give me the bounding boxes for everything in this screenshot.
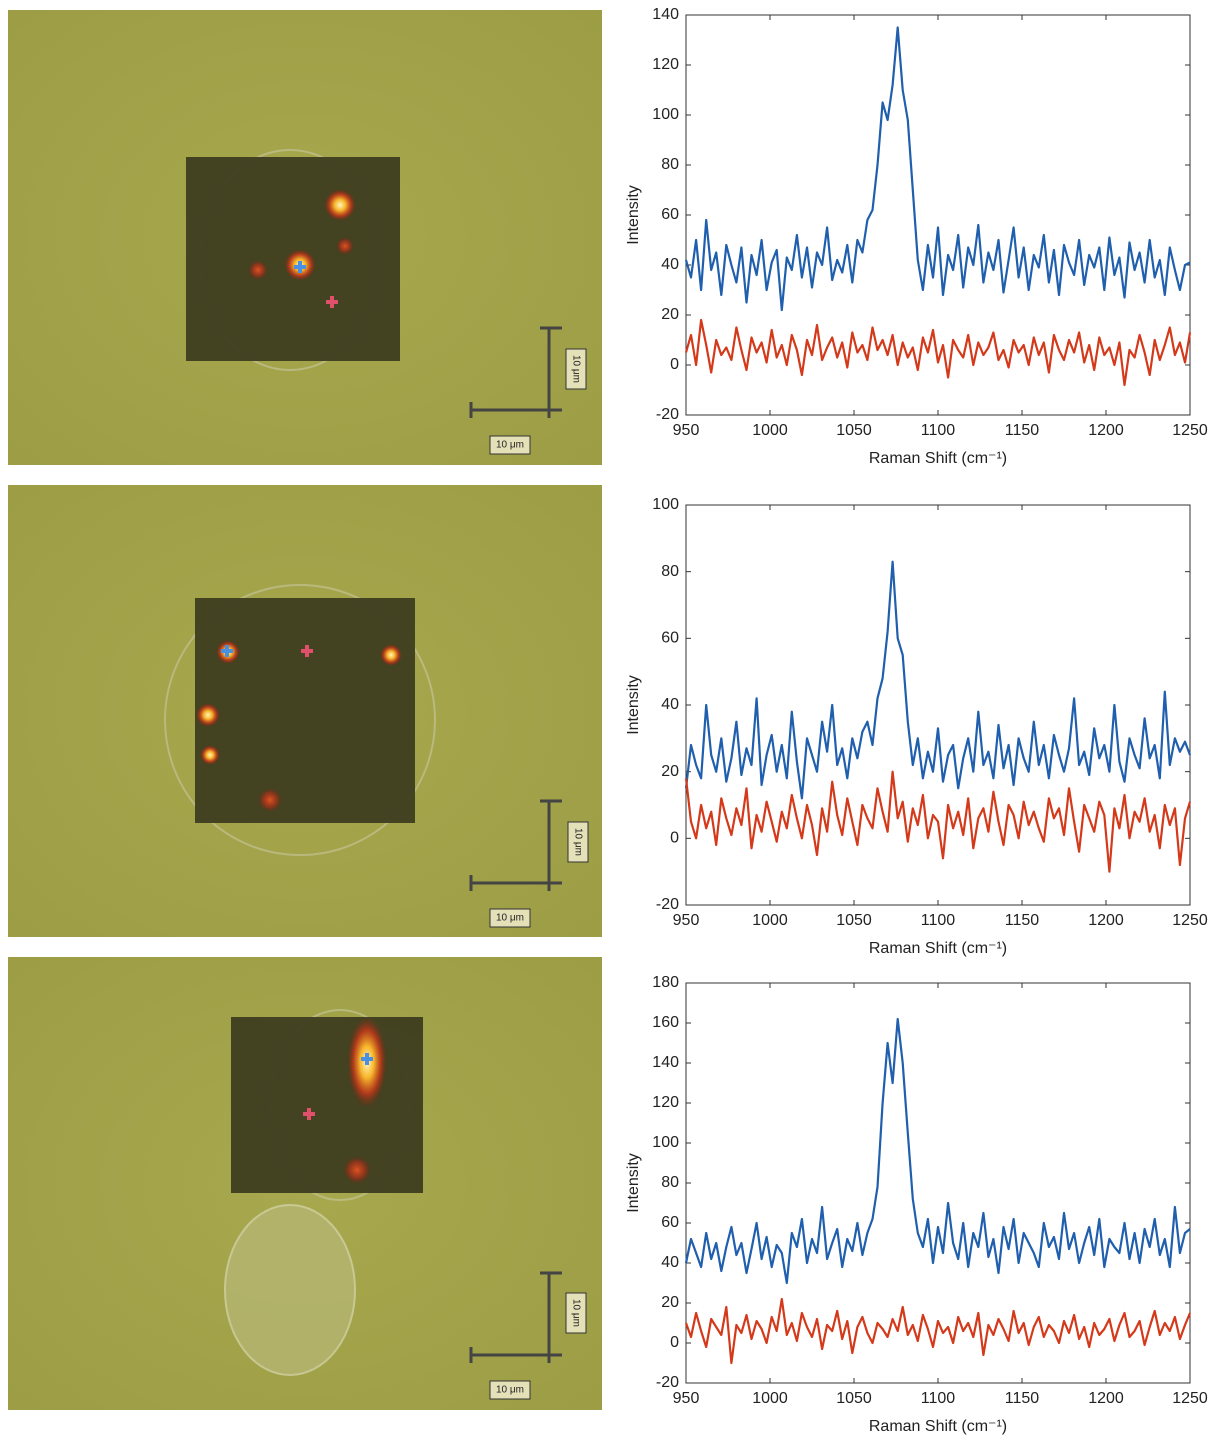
scale-label: 10 μm xyxy=(496,440,524,451)
x-tick-label: 1200 xyxy=(1088,1390,1124,1407)
x-tick-label: 1100 xyxy=(921,1390,956,1407)
x-tick-label: 1100 xyxy=(921,422,956,439)
series-line xyxy=(684,560,1192,800)
y-tick-label: 0 xyxy=(670,1334,679,1351)
y-axis-label: Intensity xyxy=(625,185,642,245)
y-tick-label: -20 xyxy=(656,1374,679,1391)
series-line xyxy=(684,770,1192,873)
scale-label: 10 μm xyxy=(496,913,524,924)
y-tick-label: -20 xyxy=(656,896,679,913)
y-tick-label: 40 xyxy=(661,256,679,273)
series-line xyxy=(684,26,1191,312)
y-tick-label: 80 xyxy=(661,156,679,173)
y-tick-label: 0 xyxy=(670,356,679,373)
blue-cross xyxy=(221,645,233,657)
y-tick-label: 0 xyxy=(670,830,679,847)
x-tick-label: 1150 xyxy=(1005,912,1040,929)
scale-label: 10 μm xyxy=(570,1299,581,1327)
x-tick-label: 1250 xyxy=(1172,422,1208,439)
hotspot xyxy=(336,237,354,255)
y-tick-label: 160 xyxy=(652,1014,679,1031)
y-tick-label: 60 xyxy=(661,1214,679,1231)
scale-bar xyxy=(469,1271,562,1363)
scale-bar xyxy=(469,799,562,891)
y-axis-label: Intensity xyxy=(625,675,642,735)
x-axis-label: Raman Shift (cm⁻¹) xyxy=(869,940,1007,957)
scale-label: 10 μm xyxy=(572,828,583,856)
x-tick-label: 1200 xyxy=(1088,422,1124,439)
x-tick-label: 1050 xyxy=(836,422,872,439)
y-tick-label: 140 xyxy=(652,1054,679,1071)
y-tick-label: 100 xyxy=(652,106,679,123)
scale-label-box xyxy=(567,821,589,863)
y-tick-label: 80 xyxy=(661,1174,679,1191)
x-tick-label: 1250 xyxy=(1172,912,1208,929)
y-tick-label: 140 xyxy=(652,6,679,23)
series-line xyxy=(684,1297,1192,1365)
x-tick-label: 950 xyxy=(673,1390,700,1407)
x-axis-label: Raman Shift (cm⁻¹) xyxy=(869,1418,1007,1435)
y-tick-label: 60 xyxy=(661,630,679,647)
hotspot xyxy=(196,703,220,727)
hotspot xyxy=(380,644,402,666)
x-tick-label: 1200 xyxy=(1088,912,1124,929)
y-tick-label: 40 xyxy=(661,696,679,713)
x-tick-label: 1150 xyxy=(1005,422,1040,439)
y-tick-label: 180 xyxy=(652,974,679,991)
x-tick-label: 1000 xyxy=(752,422,788,439)
scale-bar xyxy=(469,326,562,418)
micrograph: 10 μm 10 μm xyxy=(8,957,602,1410)
micrograph: 10 μm 10 μm xyxy=(8,485,602,937)
x-axis-label: Raman Shift (cm⁻¹) xyxy=(869,450,1007,467)
y-tick-label: 20 xyxy=(661,763,679,780)
y-tick-label: 80 xyxy=(661,563,679,580)
red-cross xyxy=(303,1108,315,1120)
blue-cross xyxy=(294,261,306,273)
x-tick-label: 1100 xyxy=(921,912,956,929)
y-tick-label: 100 xyxy=(652,496,679,513)
x-tick-label: 1000 xyxy=(752,1390,788,1407)
raman-map xyxy=(195,598,415,823)
y-tick-label: 120 xyxy=(652,1094,679,1111)
x-tick-label: 1050 xyxy=(836,912,872,929)
scale-label: 10 μm xyxy=(496,1385,524,1396)
cell-outline xyxy=(224,1204,356,1376)
x-tick-label: 1000 xyxy=(752,912,788,929)
x-tick-label: 1050 xyxy=(836,1390,872,1407)
scale-label-box xyxy=(489,1380,531,1400)
x-tick-label: 1250 xyxy=(1172,1390,1208,1407)
x-tick-label: 1150 xyxy=(1005,1390,1040,1407)
red-cross xyxy=(326,296,338,308)
y-tick-label: 60 xyxy=(661,206,679,223)
y-tick-label: 20 xyxy=(661,306,679,323)
series-line xyxy=(684,1017,1191,1285)
cell-outline xyxy=(164,584,436,856)
plot-area xyxy=(685,14,1191,416)
series-line xyxy=(684,318,1192,387)
red-cross xyxy=(301,645,313,657)
raman-map xyxy=(231,1017,423,1193)
scale-label-box xyxy=(565,348,587,390)
hotspot xyxy=(324,189,356,221)
scale-label-box xyxy=(565,1292,587,1334)
hotspot xyxy=(258,788,282,812)
scale-label: 10 μm xyxy=(570,355,581,383)
scale-label-box xyxy=(489,435,531,455)
y-tick-label: 100 xyxy=(652,1134,679,1151)
hotspot xyxy=(200,745,220,765)
y-tick-label: -20 xyxy=(656,406,679,423)
micrograph: 10 μm 10 μm xyxy=(8,10,602,465)
hotspot xyxy=(248,260,268,280)
x-tick-label: 950 xyxy=(673,422,700,439)
scale-label-box xyxy=(489,908,531,928)
blue-cross xyxy=(361,1053,373,1065)
y-axis-label: Intensity xyxy=(625,1153,642,1213)
plot-area xyxy=(685,982,1191,1384)
y-tick-label: 20 xyxy=(661,1294,679,1311)
y-tick-label: 40 xyxy=(661,1254,679,1271)
x-tick-label: 950 xyxy=(673,912,700,929)
hotspot xyxy=(343,1156,371,1184)
y-tick-label: 120 xyxy=(652,56,679,73)
